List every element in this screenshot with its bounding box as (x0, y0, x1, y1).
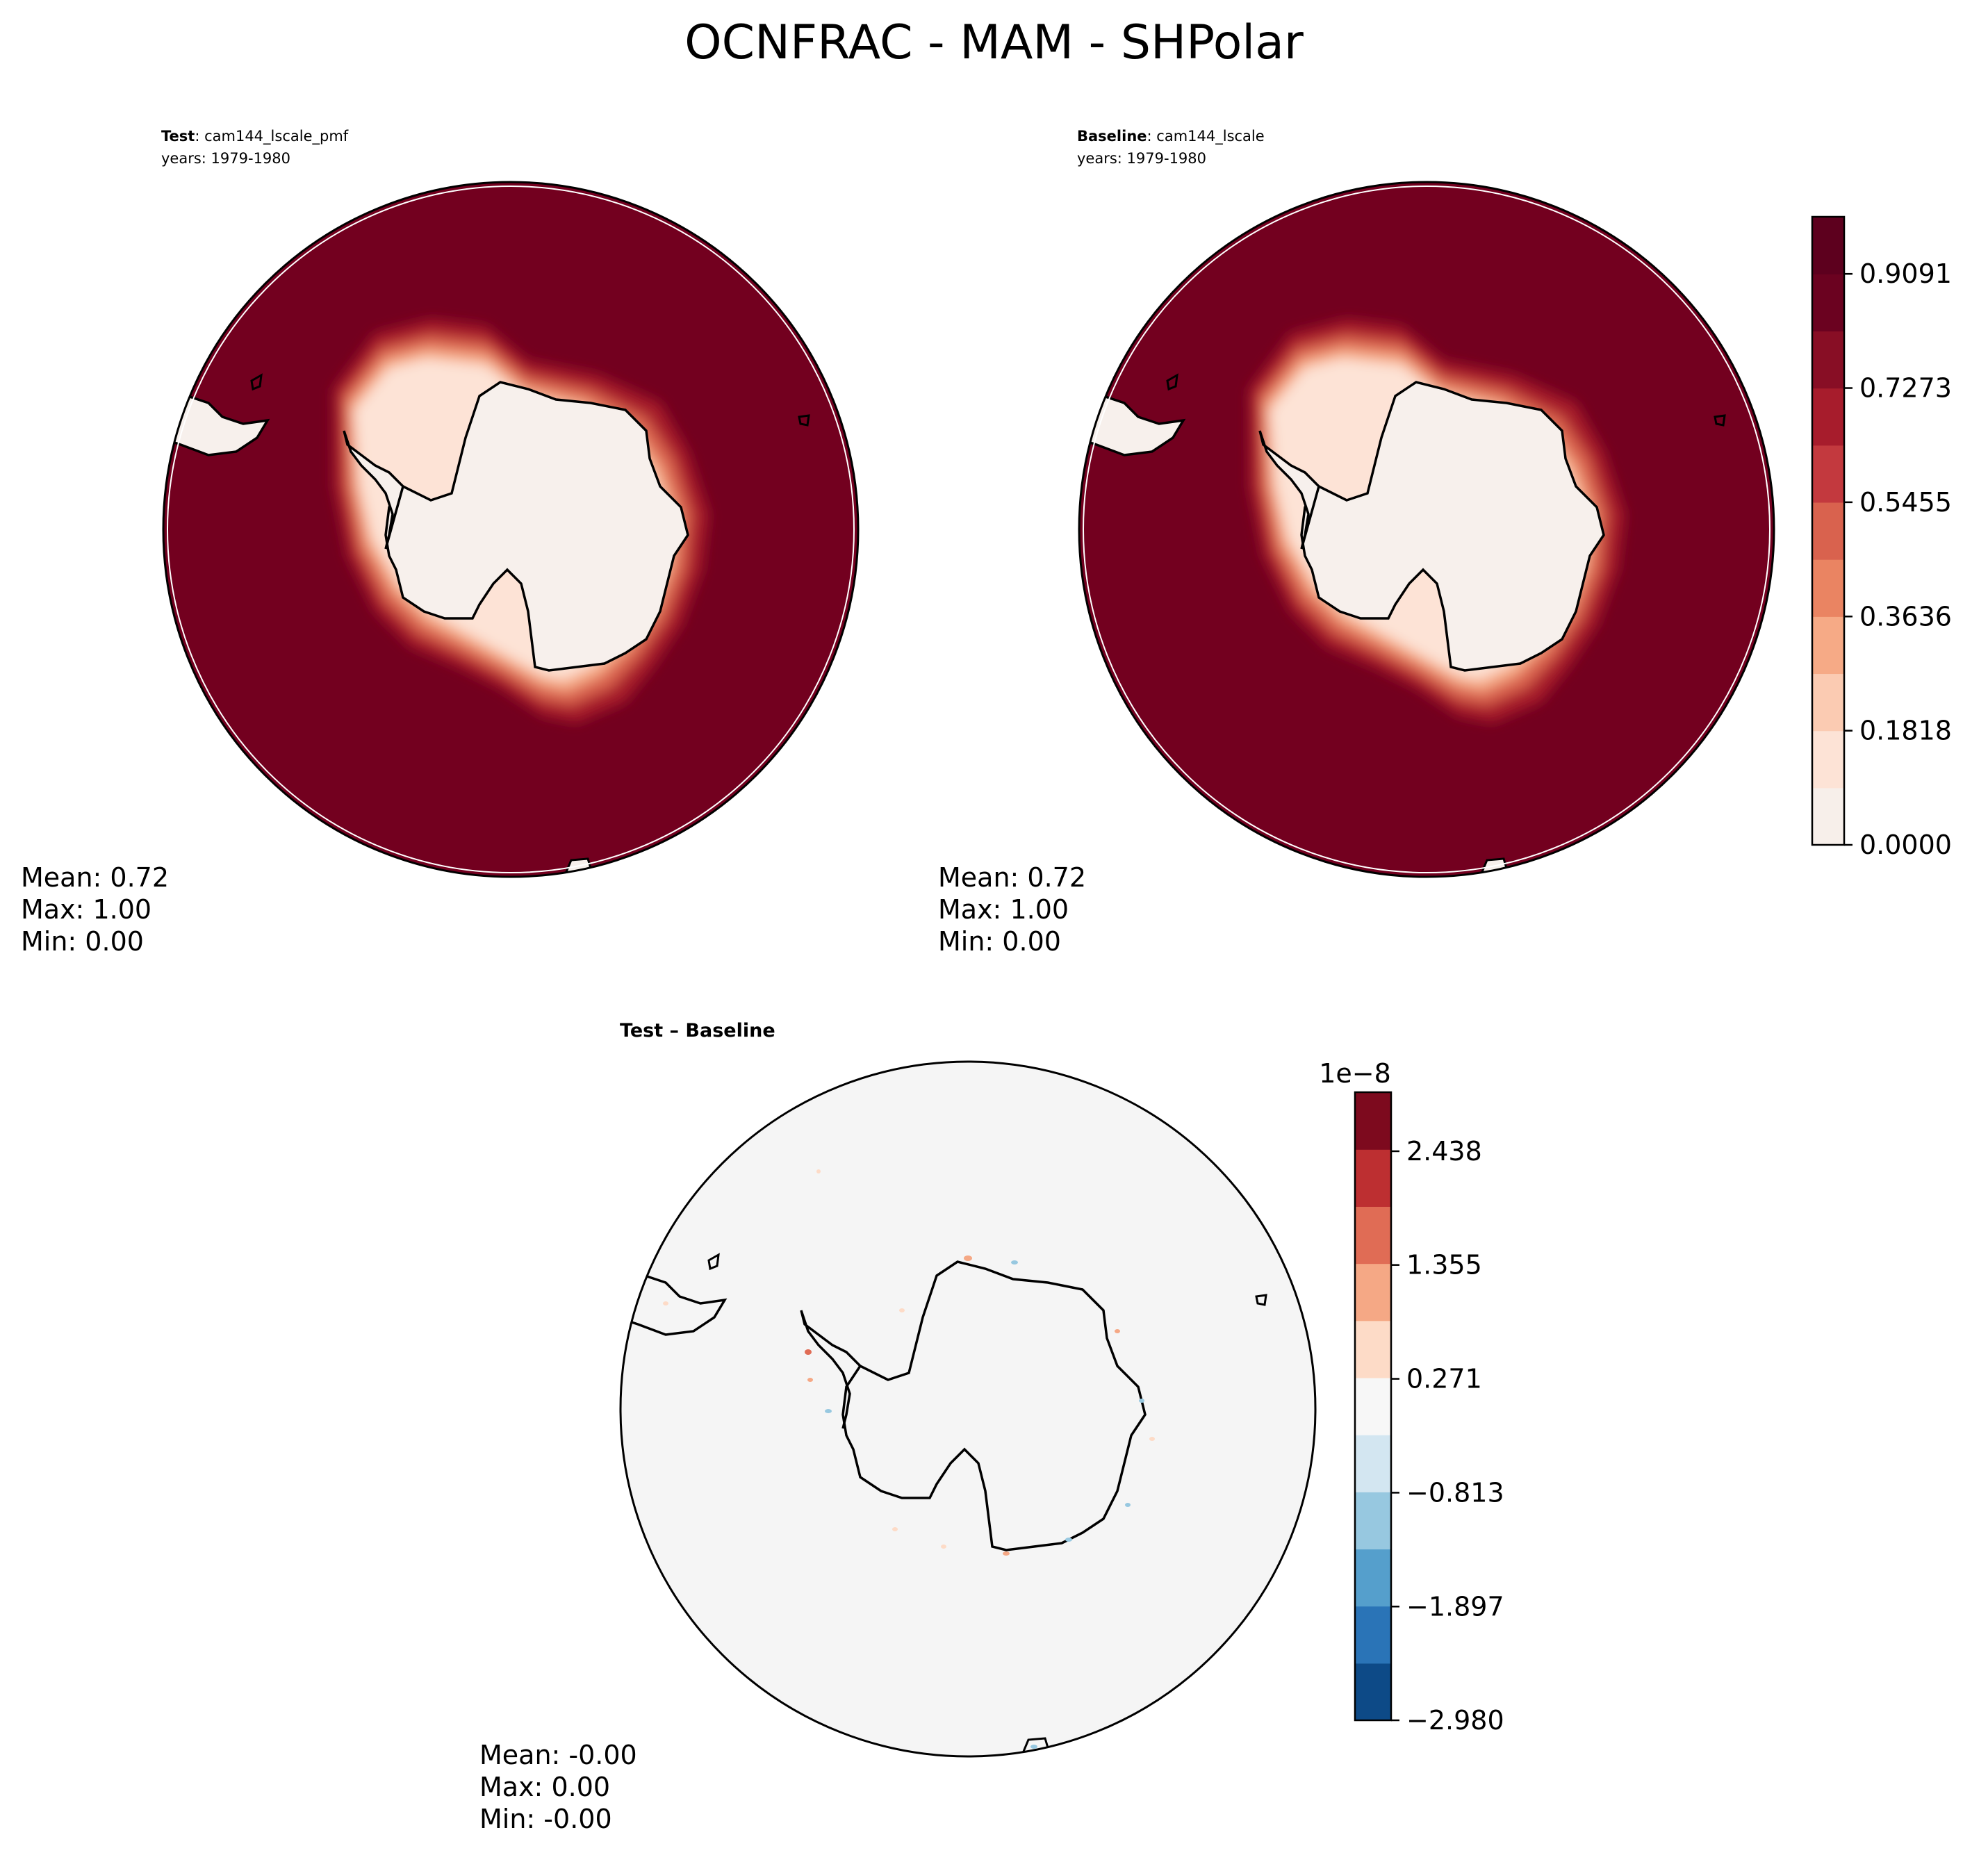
diff-colorbar-segment (1355, 1492, 1391, 1550)
main-colorbar-tick-label: 0.7273 (1859, 373, 1952, 404)
test-island-a (250, 373, 263, 391)
main-colorbar-segment (1812, 616, 1844, 675)
baseline-stats: Mean: 0.72 Max: 1.00 Min: 0.00 (938, 862, 1086, 957)
diff-south-america-outline (621, 1274, 728, 1336)
diff-colorbar-segment (1355, 1092, 1391, 1150)
diff-colorbar-segment (1355, 1206, 1391, 1265)
main-colorbar-tick-label: 0.9091 (1859, 258, 1952, 289)
main-colorbar-segment (1812, 274, 1844, 331)
diff-colorbar-tick-label: −0.813 (1406, 1477, 1504, 1508)
diff-peninsula-outline (800, 1310, 862, 1429)
baseline-years: years: 1979-1980 (1077, 150, 1207, 167)
diff-panel-title: Test – Baseline (620, 1020, 775, 1041)
diff-colorbar-tick-label: 1.355 (1406, 1250, 1482, 1280)
diff-map (619, 1060, 1317, 1758)
main-colorbar-segment (1812, 730, 1844, 789)
test-max: Max: 1.00 (21, 894, 152, 925)
diff-map-boundary (619, 1060, 1317, 1758)
test-min: Min: 0.00 (21, 926, 144, 957)
test-mean: Mean: 0.72 (21, 862, 170, 893)
baseline-south-america-land (1079, 394, 1186, 456)
diff-colorbar: −2.980 −1.897 −0.813 0.271 1.355 2.438 (1354, 1091, 1504, 1736)
diff-colorbar-segment (1355, 1320, 1391, 1378)
main-colorbar-tick-label: 0.5455 (1859, 487, 1952, 518)
baseline-map (1078, 181, 1775, 878)
diff-background-fill (621, 1062, 1315, 1756)
diff-colorbar-segment (1355, 1263, 1391, 1321)
test-map-inner-ring (167, 186, 855, 873)
test-map-boundary (162, 181, 860, 878)
main-colorbar-frame (1811, 215, 1846, 846)
baseline-max: Max: 1.00 (938, 894, 1069, 925)
diff-stats: Mean: -0.00 Max: 0.00 Min: -0.00 (479, 1739, 637, 1835)
diff-colorbar-segment (1355, 1377, 1391, 1435)
baseline-panel-title: Baseline: cam144_lscale (1077, 128, 1265, 145)
diff-colorbar-segment (1355, 1606, 1391, 1664)
diff-colorbar-frame (1354, 1091, 1393, 1722)
test-south-america-land (163, 394, 270, 456)
main-colorbar-segment (1812, 559, 1844, 617)
test-peninsula-land (343, 430, 404, 550)
main-colorbar-segment (1812, 787, 1844, 846)
figure-title: OCNFRAC - MAM - SHPolar (684, 15, 1304, 70)
baseline-case-name: cam144_lscale (1156, 128, 1265, 145)
main-colorbar-segment (1812, 445, 1844, 503)
diff-max: Max: 0.00 (479, 1772, 611, 1802)
diff-colorbar-tick-label: 2.438 (1406, 1136, 1482, 1167)
diff-antarctica-outline (841, 1260, 1147, 1551)
main-colorbar-tick-label: 0.3636 (1859, 601, 1952, 632)
diff-colorbar-segment (1355, 1435, 1391, 1492)
baseline-island-a (1166, 373, 1178, 391)
diff-colorbar-segment (1355, 1663, 1391, 1721)
test-stats: Mean: 0.72 Max: 1.00 Min: 0.00 (21, 862, 169, 957)
main-colorbar-segment (1812, 388, 1844, 446)
main-colorbar-segment (1812, 673, 1844, 732)
diff-colorbar-tick-label: −2.980 (1406, 1705, 1504, 1736)
diff-mean: Mean: -0.00 (479, 1740, 637, 1770)
diff-island-a (707, 1253, 720, 1271)
baseline-min: Min: 0.00 (938, 926, 1061, 957)
baseline-map-boundary (1078, 181, 1775, 878)
baseline-label: Baseline (1077, 128, 1147, 145)
test-panel-title: Test: cam144_lscale_pmf (161, 128, 349, 145)
test-map (162, 181, 860, 878)
main-colorbar-segment (1812, 502, 1844, 560)
test-label: Test (161, 128, 195, 145)
diff-colorbar-segment (1355, 1549, 1391, 1607)
main-colorbar: 0.0000 0.1818 0.3636 0.5455 0.7273 0.9091 (1811, 215, 1952, 860)
test-years: years: 1979-1980 (161, 150, 291, 167)
diff-island-b (1255, 1294, 1267, 1306)
baseline-mean: Mean: 0.72 (938, 862, 1087, 893)
diff-australia-fragment (1020, 1737, 1051, 1756)
test-island-b (798, 414, 810, 427)
diff-colorbar-segment (1355, 1149, 1391, 1207)
baseline-island-b (1714, 414, 1726, 427)
diff-min: Min: -0.00 (479, 1804, 612, 1834)
main-colorbar-segment (1812, 331, 1844, 389)
baseline-peninsula-land (1258, 430, 1320, 550)
diff-colorbar-offset-label: 1e−8 (1319, 1058, 1391, 1089)
diff-colorbar-tick-label: 0.271 (1406, 1364, 1482, 1394)
main-colorbar-segment (1812, 217, 1844, 274)
main-colorbar-tick-label: 0.1818 (1859, 716, 1952, 746)
diff-colorbar-tick-label: −1.897 (1406, 1591, 1504, 1622)
baseline-map-inner-ring (1083, 186, 1771, 873)
test-case-name: cam144_lscale_pmf (204, 128, 349, 145)
main-colorbar-tick-label: 0.0000 (1859, 830, 1952, 860)
